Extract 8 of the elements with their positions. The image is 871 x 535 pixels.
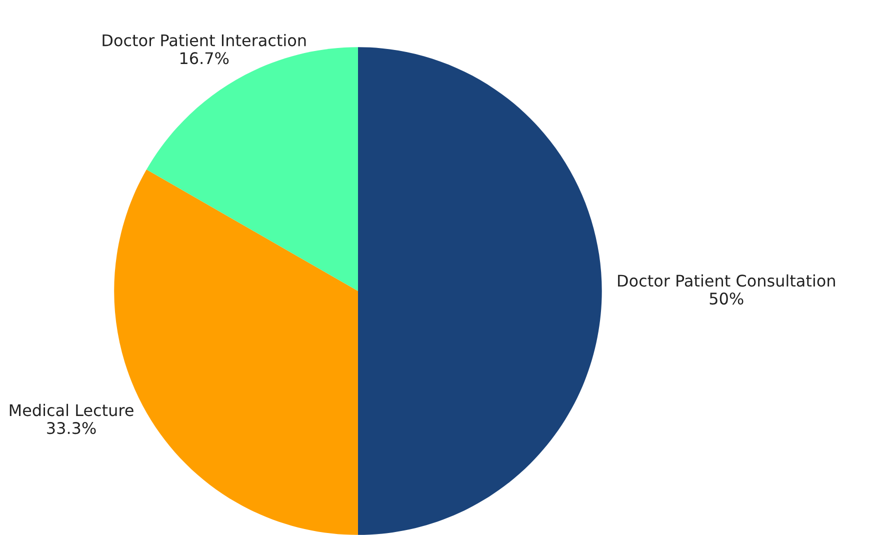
data-label: 33.3% xyxy=(47,422,96,434)
pie-slice xyxy=(146,47,358,292)
data-label: 50% xyxy=(710,292,744,305)
data-label: 16.7% xyxy=(180,52,229,64)
slice-label: Medical Lecture xyxy=(10,404,134,416)
slice-label: Doctor Patient Consultation xyxy=(618,274,835,287)
pie-slice xyxy=(358,47,602,535)
slice-label: Doctor Patient Interaction xyxy=(102,34,306,46)
